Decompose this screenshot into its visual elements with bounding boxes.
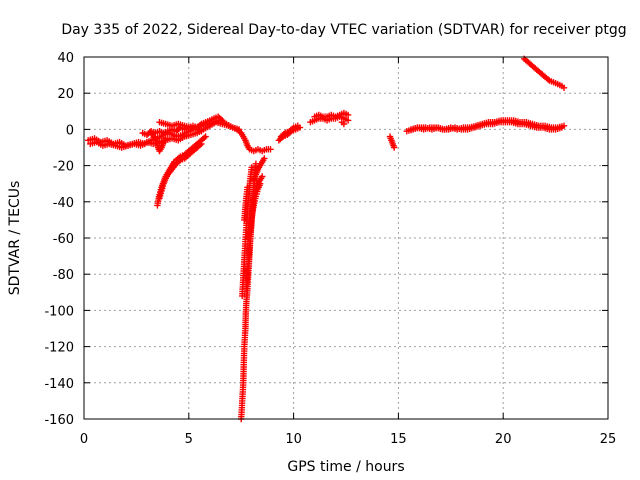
data-point xyxy=(544,76,552,83)
axis-ticks: 0 5 10 15 20 25 -160 -140 -120 -100 -80 -60 -40 -20 0 2… xyxy=(44,51,616,447)
y-tick-label: -40 xyxy=(53,196,74,211)
data-point xyxy=(340,120,348,128)
data-point xyxy=(198,128,205,135)
data-point xyxy=(294,122,301,129)
data-point xyxy=(344,117,352,124)
y-tick-label: -80 xyxy=(53,268,74,283)
y-tick-label: -100 xyxy=(44,304,74,319)
x-tick-label: 10 xyxy=(285,432,302,447)
data-point xyxy=(560,84,568,91)
data-point xyxy=(217,115,225,123)
y-tick-label: -120 xyxy=(44,341,74,356)
y-tick-label: -20 xyxy=(53,160,74,175)
x-tick-label: 5 xyxy=(185,432,193,447)
data-point xyxy=(259,173,266,180)
data-point xyxy=(344,111,352,119)
data-point xyxy=(256,180,264,187)
data-point xyxy=(391,144,398,151)
data-point xyxy=(280,131,287,138)
y-tick-label: -140 xyxy=(44,377,74,392)
data-point xyxy=(202,133,209,140)
data-point xyxy=(198,140,205,148)
y-axis-label: SDTVAR / TECUs xyxy=(7,181,23,296)
data-point xyxy=(196,141,204,149)
data-point xyxy=(175,158,183,165)
x-axis-label: GPS time / hours xyxy=(287,459,404,475)
y-tick-label: 40 xyxy=(57,51,74,66)
y-tick-label: 0 xyxy=(66,123,74,138)
data-point xyxy=(289,125,296,132)
data-point xyxy=(558,124,566,131)
data-point xyxy=(248,164,255,171)
data-point xyxy=(219,117,226,124)
chart-title: Day 335 of 2022, Sidereal Day-to-day VTE… xyxy=(61,22,626,38)
grid xyxy=(84,57,608,419)
x-tick-label: 0 xyxy=(80,432,88,447)
y-tick-label: -160 xyxy=(44,413,74,428)
y-tick-label: -60 xyxy=(53,232,74,247)
y-tick-label: 20 xyxy=(57,87,74,102)
data-point xyxy=(244,184,251,191)
data-point xyxy=(267,146,274,153)
x-tick-label: 25 xyxy=(600,432,617,447)
data-point xyxy=(201,134,208,141)
data-point xyxy=(261,155,268,162)
data-series xyxy=(85,55,568,423)
x-tick-label: 15 xyxy=(390,432,407,447)
data-point xyxy=(162,135,169,142)
x-tick-label: 20 xyxy=(495,432,512,447)
